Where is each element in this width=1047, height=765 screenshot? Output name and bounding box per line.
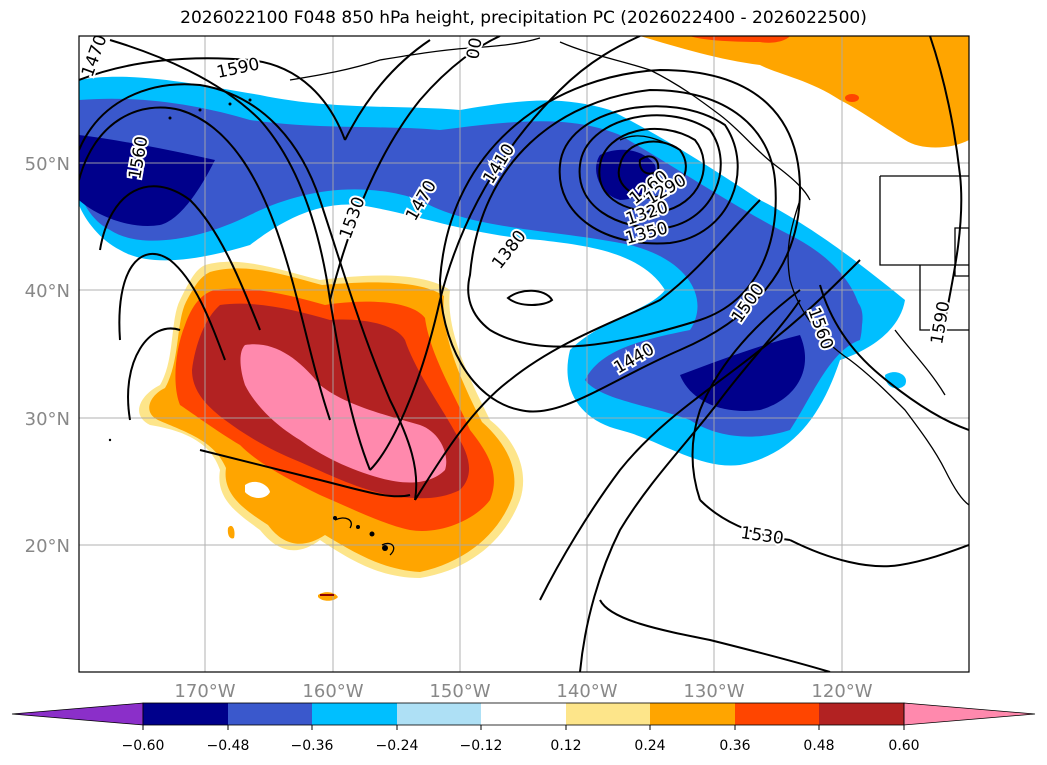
lat-label-50n: 50°N (25, 154, 70, 175)
colorbar-segment (819, 703, 904, 725)
colorbar-segment (312, 703, 397, 725)
positive-precip-shading (139, 261, 524, 601)
latitude-labels: 50°N 40°N 30°N 20°N (25, 154, 70, 557)
colorbar-tick: −0.60 (122, 738, 165, 754)
lon-label-130w: 130°W (683, 681, 744, 702)
lat-label-20n: 20°N (25, 536, 70, 557)
lon-label-150w: 150°W (429, 681, 490, 702)
colorbar-segment (228, 703, 312, 725)
map-frame (78, 35, 970, 673)
lat-label-30n: 30°N (25, 409, 70, 430)
colorbar: −0.60 −0.48 −0.36 −0.24 −0.12 0.12 0.24 … (11, 702, 1036, 754)
lon-label-140w: 140°W (556, 681, 617, 702)
colorbar-segment (143, 703, 228, 725)
colorbar-tick: 0.12 (550, 738, 581, 754)
height-contours (79, 36, 969, 672)
colorbar-segment (566, 703, 650, 725)
colorbar-tick: 0.24 (634, 738, 665, 754)
longitude-labels: 170°W 160°W 150°W 140°W 130°W 120°W (174, 681, 872, 702)
coastlines (289, 37, 969, 596)
lon-label-170w: 170°W (174, 681, 235, 702)
colorbar-tick: 0.36 (719, 738, 750, 754)
colorbar-tick: −0.12 (460, 738, 503, 754)
map-title: 2026022100 F048 850 hPa height, precipit… (180, 8, 867, 28)
colorbar-segment (735, 703, 819, 725)
colorbar-tick: 0.60 (888, 738, 919, 754)
colorbar-tick: −0.24 (376, 738, 419, 754)
colorbar-tick: 0.48 (803, 738, 834, 754)
lon-label-120w: 120°W (811, 681, 872, 702)
lon-label-160w: 160°W (302, 681, 363, 702)
colorbar-tick: −0.48 (207, 738, 250, 754)
colorbar-segment (397, 703, 481, 725)
colorbar-segment (481, 703, 566, 725)
positive-precip-shading-ne (640, 36, 969, 148)
contour-label: 00 (463, 36, 486, 61)
map-panel: 1470 1590 1560 1530 1470 1410 1380 1260 … (79, 36, 969, 672)
colorbar-tick: −0.36 (291, 738, 334, 754)
gridlines (79, 36, 969, 672)
islands (108, 98, 388, 551)
colorbar-segment (650, 703, 735, 725)
colorbar-extend-right (903, 702, 1036, 726)
lat-label-40n: 40°N (25, 281, 70, 302)
colorbar-extend-left (11, 702, 144, 726)
